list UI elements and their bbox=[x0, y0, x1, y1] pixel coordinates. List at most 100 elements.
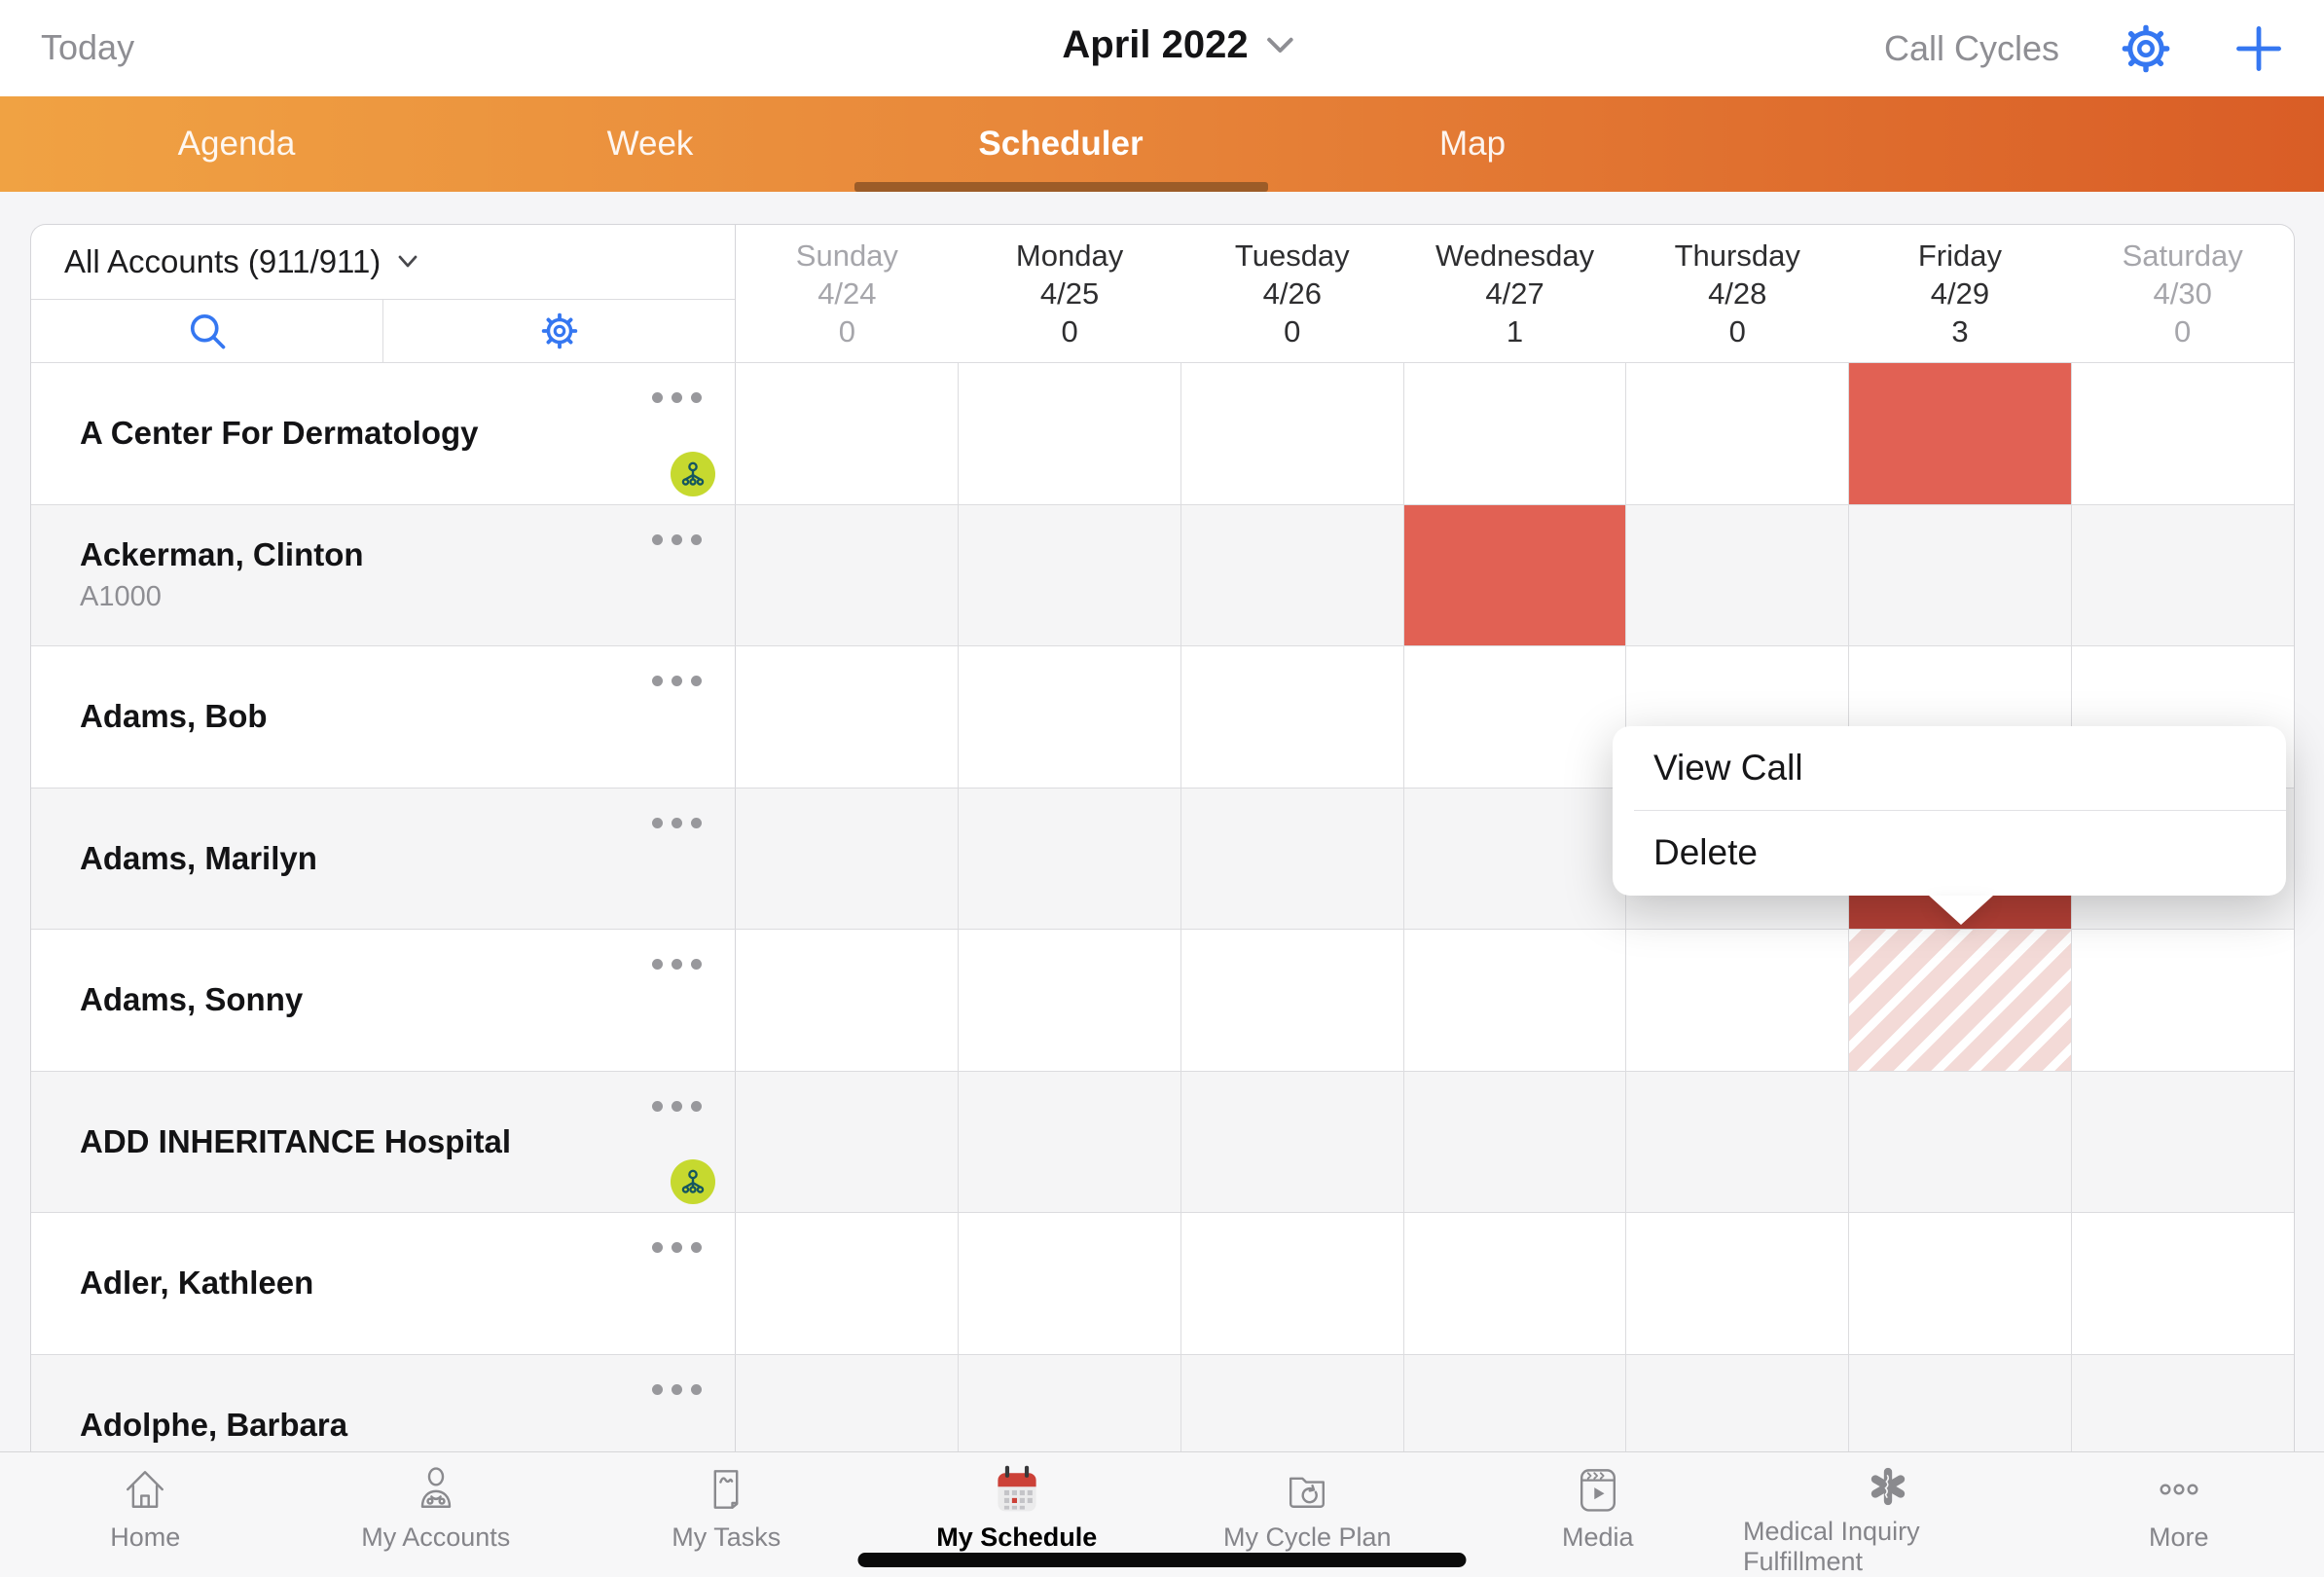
day-column-header[interactable]: Monday 4/25 0 bbox=[959, 225, 1181, 362]
day-date: 4/24 bbox=[817, 276, 877, 311]
schedule-cell[interactable] bbox=[1626, 930, 1850, 1071]
schedule-cell[interactable] bbox=[736, 930, 959, 1071]
day-column-header[interactable]: Wednesday 4/27 1 bbox=[1403, 225, 1626, 362]
settings-gear-icon[interactable] bbox=[2120, 22, 2172, 75]
schedule-cell[interactable] bbox=[1181, 504, 1404, 645]
row-actions-ellipsis-icon[interactable] bbox=[652, 959, 702, 970]
list-settings-button[interactable] bbox=[383, 300, 735, 362]
schedule-cell[interactable] bbox=[959, 1354, 1181, 1495]
schedule-cell[interactable] bbox=[1404, 646, 1627, 788]
account-name-cell[interactable]: Adolphe, Barbara bbox=[31, 1354, 736, 1495]
schedule-cell[interactable] bbox=[2072, 363, 2294, 504]
day-column-header[interactable]: Thursday 4/28 0 bbox=[1626, 225, 1849, 362]
menu-item-view-call[interactable]: View Call bbox=[1653, 748, 1803, 788]
affiliation-icon[interactable] bbox=[671, 451, 715, 496]
schedule-cell[interactable] bbox=[959, 363, 1181, 504]
schedule-cell[interactable] bbox=[736, 1213, 959, 1354]
schedule-cell[interactable] bbox=[1626, 504, 1850, 645]
call-cycles-button[interactable]: Call Cycles bbox=[1883, 27, 2059, 68]
schedule-cell[interactable] bbox=[959, 930, 1181, 1071]
schedule-cell[interactable] bbox=[2072, 1213, 2294, 1354]
schedule-cell[interactable] bbox=[959, 1213, 1181, 1354]
row-actions-ellipsis-icon[interactable] bbox=[652, 1242, 702, 1253]
schedule-cell[interactable] bbox=[1404, 363, 1627, 504]
day-column-header[interactable]: Tuesday 4/26 0 bbox=[1180, 225, 1403, 362]
today-button[interactable]: Today bbox=[41, 27, 135, 67]
nav-my-tasks[interactable]: My Tasks bbox=[581, 1452, 872, 1577]
account-name-cell[interactable]: ADD INHERITANCE Hospital bbox=[31, 1071, 736, 1212]
tab-scheduler[interactable]: Scheduler bbox=[978, 125, 1144, 163]
nav-my-cycle-plan[interactable]: My Cycle Plan bbox=[1162, 1452, 1453, 1577]
schedule-cell[interactable] bbox=[736, 363, 959, 504]
schedule-cell[interactable] bbox=[1404, 930, 1627, 1071]
account-name-cell[interactable]: Adams, Bob bbox=[31, 646, 736, 788]
schedule-cell[interactable] bbox=[1849, 1071, 2073, 1212]
home-indicator[interactable] bbox=[857, 1553, 1467, 1567]
schedule-cell[interactable] bbox=[1181, 788, 1404, 929]
planned-call-cell[interactable] bbox=[1849, 930, 2073, 1071]
menu-item-delete[interactable]: Delete bbox=[1653, 832, 1758, 872]
row-actions-ellipsis-icon[interactable] bbox=[652, 1383, 702, 1395]
schedule-cell[interactable] bbox=[1181, 1354, 1404, 1495]
nav-my-accounts[interactable]: My Accounts bbox=[291, 1452, 582, 1577]
schedule-cell[interactable] bbox=[959, 646, 1181, 788]
account-name-cell[interactable]: Ackerman, Clinton A1000 bbox=[31, 504, 736, 645]
day-column-header[interactable]: Friday 4/29 3 bbox=[1849, 225, 2072, 362]
add-plus-icon[interactable] bbox=[2233, 22, 2285, 75]
schedule-cell[interactable] bbox=[1626, 1354, 1850, 1495]
schedule-cell[interactable] bbox=[959, 504, 1181, 645]
schedule-cell[interactable] bbox=[1404, 1354, 1627, 1495]
schedule-cell[interactable] bbox=[1849, 1213, 2073, 1354]
tab-map[interactable]: Map bbox=[1438, 125, 1507, 163]
nav-medical-inquiry-fulfillment[interactable]: Medical Inquiry Fulfillment bbox=[1743, 1452, 2034, 1577]
row-actions-ellipsis-icon[interactable] bbox=[652, 1100, 702, 1112]
account-name-cell[interactable]: Adams, Marilyn bbox=[31, 788, 736, 929]
day-column-header[interactable]: Saturday 4/30 0 bbox=[2071, 225, 2294, 362]
schedule-cell[interactable] bbox=[1849, 646, 2073, 788]
schedule-cell[interactable] bbox=[959, 1071, 1181, 1212]
schedule-cell[interactable] bbox=[1404, 788, 1627, 929]
row-actions-ellipsis-icon[interactable] bbox=[652, 676, 702, 686]
schedule-cell[interactable] bbox=[736, 646, 959, 788]
nav-media[interactable]: Media bbox=[1453, 1452, 1744, 1577]
nav-more[interactable]: More bbox=[2034, 1452, 2324, 1577]
schedule-cell[interactable] bbox=[2072, 1072, 2294, 1213]
account-name-cell[interactable]: Adams, Sonny bbox=[31, 930, 736, 1071]
account-name-cell[interactable]: A Center For Dermatology bbox=[31, 363, 736, 504]
search-accounts-button[interactable] bbox=[31, 300, 383, 362]
schedule-cell[interactable] bbox=[1626, 646, 1850, 788]
schedule-cell[interactable] bbox=[1181, 363, 1404, 504]
schedule-cell[interactable] bbox=[1849, 1354, 2073, 1495]
schedule-cell[interactable] bbox=[736, 1354, 959, 1495]
month-picker[interactable]: April 2022 bbox=[1062, 23, 1294, 67]
schedule-cell[interactable] bbox=[1181, 1213, 1404, 1354]
schedule-cell[interactable] bbox=[736, 504, 959, 645]
schedule-cell[interactable] bbox=[1626, 1071, 1850, 1212]
schedule-cell[interactable] bbox=[2072, 505, 2294, 646]
tab-agenda[interactable]: Agenda bbox=[177, 125, 296, 163]
schedule-cell[interactable] bbox=[1404, 1213, 1627, 1354]
nav-home[interactable]: Home bbox=[0, 1452, 291, 1577]
schedule-cell[interactable] bbox=[959, 788, 1181, 929]
day-column-header[interactable]: Sunday 4/24 0 bbox=[736, 225, 959, 362]
affiliation-icon[interactable] bbox=[671, 1159, 715, 1204]
schedule-cell[interactable] bbox=[1626, 363, 1850, 504]
schedule-cell[interactable] bbox=[1181, 1071, 1404, 1212]
row-actions-ellipsis-icon[interactable] bbox=[652, 533, 702, 545]
schedule-cell[interactable] bbox=[1404, 1071, 1627, 1212]
schedule-cell[interactable] bbox=[736, 788, 959, 929]
schedule-cell[interactable] bbox=[1626, 1213, 1850, 1354]
nav-my-schedule[interactable]: My Schedule bbox=[872, 1452, 1163, 1577]
schedule-cell[interactable] bbox=[736, 1071, 959, 1212]
scheduled-call-cell[interactable] bbox=[1849, 363, 2073, 504]
account-name-cell[interactable]: Adler, Kathleen bbox=[31, 1213, 736, 1354]
schedule-cell[interactable] bbox=[1181, 646, 1404, 788]
row-actions-ellipsis-icon[interactable] bbox=[652, 817, 702, 828]
scheduled-call-cell[interactable] bbox=[1403, 504, 1627, 645]
tab-week[interactable]: Week bbox=[606, 125, 694, 163]
account-filter-dropdown[interactable]: All Accounts (911/911) bbox=[31, 225, 735, 300]
schedule-cell[interactable] bbox=[1181, 930, 1404, 1071]
schedule-cell[interactable] bbox=[1849, 504, 2073, 645]
row-actions-ellipsis-icon[interactable] bbox=[652, 392, 702, 403]
schedule-cell[interactable] bbox=[2072, 930, 2294, 1071]
